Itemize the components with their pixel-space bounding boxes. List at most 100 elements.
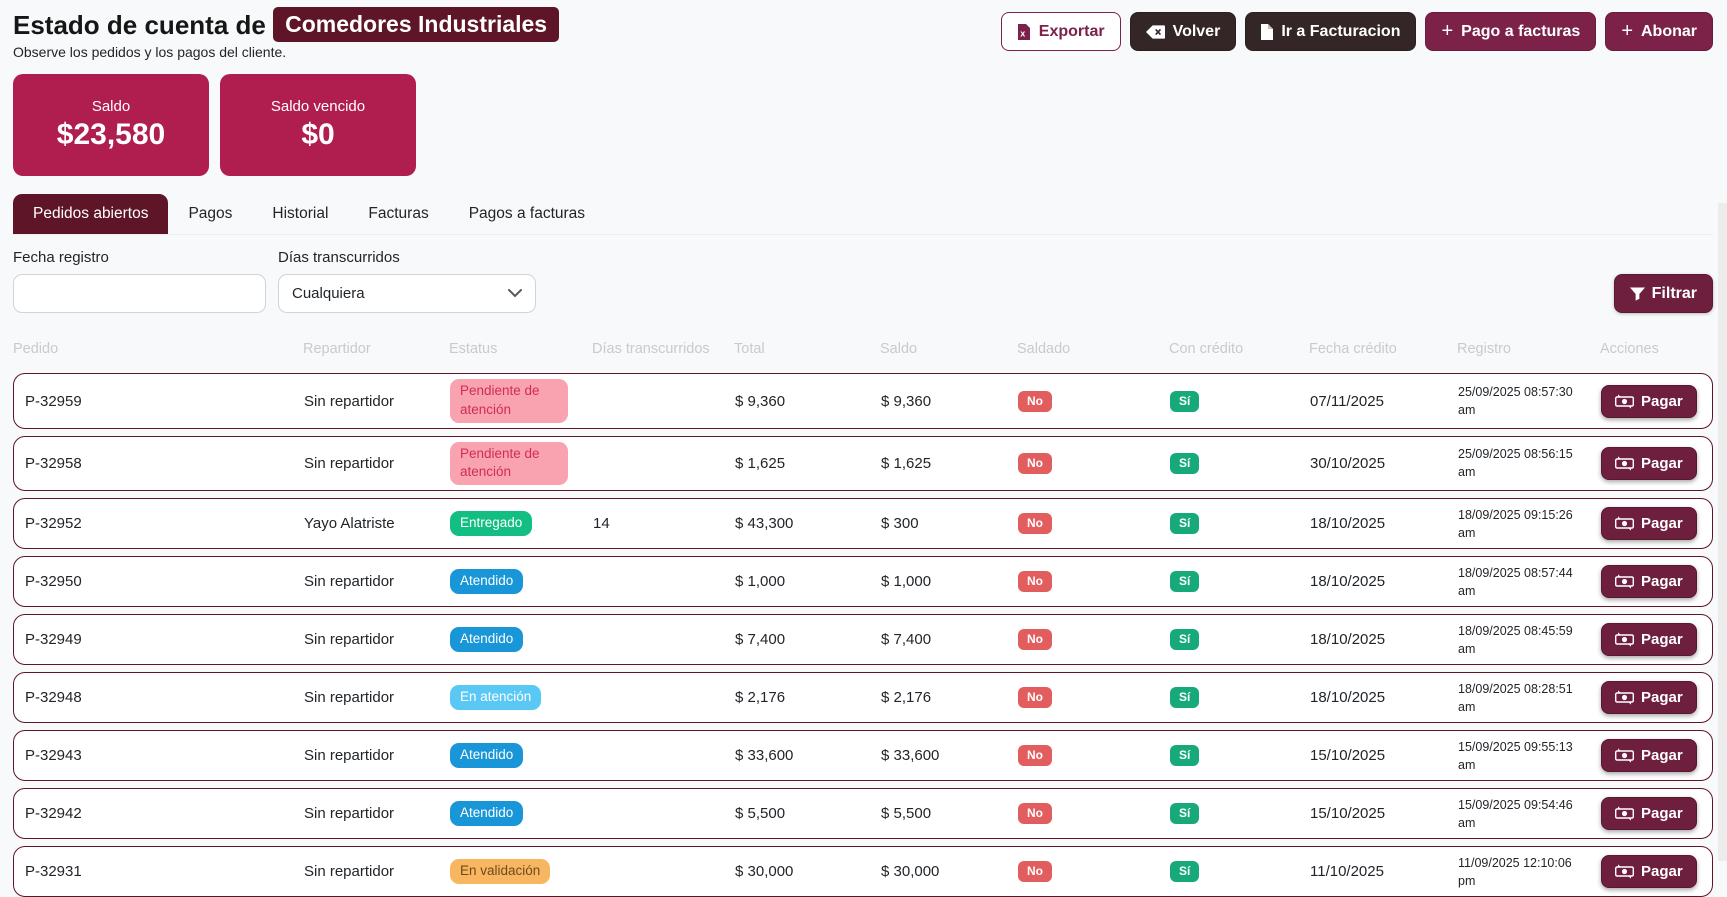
tab-pagos[interactable]: Pagos bbox=[188, 205, 233, 222]
total-cell: $ 7,400 bbox=[735, 631, 786, 649]
pedido-cell: P-32943 bbox=[25, 747, 82, 765]
column-header-repartidor: Repartidor bbox=[303, 341, 371, 357]
pagar-button[interactable]: Pagar bbox=[1601, 507, 1697, 541]
status-badge: Atendido bbox=[450, 801, 524, 827]
cash-icon bbox=[1615, 864, 1634, 879]
fecha-credito-cell: 18/10/2025 bbox=[1310, 573, 1386, 591]
pagar-button[interactable]: Pagar bbox=[1601, 623, 1697, 657]
pagar-label: Pagar bbox=[1641, 454, 1683, 472]
table-row: P-32958 Sin repartidor Pendiente de aten… bbox=[13, 435, 1713, 492]
repartidor-cell: Sin repartidor bbox=[304, 805, 395, 823]
column-header-saldado: Saldado bbox=[1017, 341, 1071, 357]
saldado-cell: No bbox=[1018, 571, 1170, 593]
column-header-dias-transcurridos: Días transcurridos bbox=[592, 341, 710, 357]
estatus-cell: En atención bbox=[450, 685, 593, 711]
header-actions: x Exportar Volver Ir a Facturacion + Pag… bbox=[1000, 10, 1713, 51]
title-area: Estado de cuenta de Comedores Industrial… bbox=[13, 7, 560, 60]
abonar-button[interactable]: + Abonar bbox=[1605, 12, 1713, 51]
pagar-label: Pagar bbox=[1641, 863, 1683, 881]
pagar-button[interactable]: Pagar bbox=[1601, 739, 1697, 773]
saldo-cell: $ 7,400 bbox=[881, 631, 932, 649]
filtrar-label: Filtrar bbox=[1651, 284, 1697, 302]
exportar-button[interactable]: x Exportar bbox=[1000, 12, 1121, 51]
status-badge: En validación bbox=[450, 859, 551, 885]
pedido-cell: P-32958 bbox=[25, 454, 82, 472]
pagar-button[interactable]: Pagar bbox=[1601, 797, 1697, 831]
pagar-button[interactable]: Pagar bbox=[1601, 384, 1697, 418]
estatus-cell: Atendido bbox=[450, 627, 593, 653]
table-row: P-32931 Sin repartidor En validación $ 3… bbox=[13, 846, 1713, 897]
tab-historial[interactable]: Historial bbox=[272, 205, 329, 222]
fecha-registro-input[interactable] bbox=[13, 274, 266, 313]
total-cell: $ 43,300 bbox=[735, 515, 794, 533]
column-header-saldo: Saldo bbox=[880, 341, 918, 357]
saldo-cell: $ 33,600 bbox=[881, 747, 940, 765]
pagar-label: Pagar bbox=[1641, 573, 1683, 591]
repartidor-cell: Sin repartidor bbox=[304, 689, 395, 707]
cash-icon bbox=[1615, 456, 1634, 471]
repartidor-cell: Sin repartidor bbox=[304, 392, 395, 410]
saldo-cell: $ 1,000 bbox=[881, 573, 932, 591]
page-title: Estado de cuenta de Comedores Industrial… bbox=[13, 7, 560, 42]
saldado-badge: No bbox=[1018, 861, 1052, 883]
dias-transcurridos-label: Días transcurridos bbox=[278, 249, 400, 266]
saldado-cell: No bbox=[1018, 513, 1170, 535]
summary-cards: Saldo $23,580 Saldo vencido $0 bbox=[13, 74, 1713, 176]
credito-badge: Sí bbox=[1170, 745, 1200, 767]
pagar-button[interactable]: Pagar bbox=[1601, 565, 1697, 599]
repartidor-cell: Sin repartidor bbox=[304, 747, 395, 765]
pedido-cell: P-32948 bbox=[25, 689, 82, 707]
registro-cell: 25/09/2025 08:56:15 am bbox=[1458, 447, 1573, 480]
tab-pagos-a-facturas[interactable]: Pagos a facturas bbox=[468, 205, 586, 222]
filter-bar: Fecha registro Días transcurridos Cualqu… bbox=[13, 249, 1713, 313]
saldo-vencido-card: Saldo vencido $0 bbox=[220, 74, 416, 176]
column-header-acciones: Acciones bbox=[1600, 341, 1659, 357]
estatus-cell: Atendido bbox=[450, 569, 593, 595]
vertical-scrollbar[interactable] bbox=[1718, 203, 1727, 861]
saldado-badge: No bbox=[1018, 513, 1052, 535]
tab-pedidos-abiertos[interactable]: Pedidos abiertos bbox=[13, 194, 169, 234]
saldado-cell: No bbox=[1018, 803, 1170, 825]
pedido-cell: P-32949 bbox=[25, 631, 82, 649]
pagar-button[interactable]: Pagar bbox=[1601, 446, 1697, 480]
saldo-vencido-card-value: $0 bbox=[301, 118, 335, 151]
cash-icon bbox=[1615, 806, 1634, 821]
pagar-button[interactable]: Pagar bbox=[1601, 681, 1697, 715]
saldo-cell: $ 1,625 bbox=[881, 454, 932, 472]
estatus-cell: Atendido bbox=[450, 743, 593, 769]
page-subtitle: Observe los pedidos y los pagos del clie… bbox=[13, 44, 287, 60]
table-row: P-32948 Sin repartidor En atención $ 2,1… bbox=[13, 672, 1713, 724]
registro-cell: 18/09/2025 08:28:51 am bbox=[1458, 681, 1573, 714]
pagar-label: Pagar bbox=[1641, 689, 1683, 707]
saldado-badge: No bbox=[1018, 571, 1052, 593]
cash-icon bbox=[1615, 516, 1634, 531]
pagar-button[interactable]: Pagar bbox=[1601, 855, 1697, 889]
estatus-cell: Atendido bbox=[450, 801, 593, 827]
con-credito-cell: Sí bbox=[1170, 513, 1310, 535]
volver-button[interactable]: Volver bbox=[1129, 12, 1237, 51]
abonar-label: Abonar bbox=[1641, 22, 1697, 40]
saldo-cell: $ 300 bbox=[881, 515, 919, 533]
saldo-card-label: Saldo bbox=[91, 98, 131, 115]
dias-transcurridos-cell: 14 bbox=[593, 515, 610, 533]
registro-cell: 18/09/2025 09:15:26 am bbox=[1458, 507, 1573, 540]
ir-a-facturacion-button[interactable]: Ir a Facturacion bbox=[1245, 12, 1417, 51]
pago-a-facturas-button[interactable]: + Pago a facturas bbox=[1425, 12, 1597, 51]
status-badge: Entregado bbox=[450, 511, 533, 537]
dias-transcurridos-select[interactable]: Cualquiera bbox=[278, 274, 536, 313]
fecha-credito-cell: 15/10/2025 bbox=[1310, 805, 1386, 823]
pagar-label: Pagar bbox=[1641, 392, 1683, 410]
acciones-cell: Pagar bbox=[1601, 855, 1712, 889]
saldado-badge: No bbox=[1018, 390, 1052, 412]
tab-facturas[interactable]: Facturas bbox=[368, 205, 429, 222]
filtrar-button[interactable]: Filtrar bbox=[1613, 274, 1713, 313]
con-credito-cell: Sí bbox=[1170, 861, 1310, 883]
saldado-cell: No bbox=[1018, 452, 1170, 474]
total-cell: $ 33,600 bbox=[735, 747, 794, 765]
total-cell: $ 9,360 bbox=[735, 392, 786, 410]
table-header: Pedido Repartidor Estatus Días transcurr… bbox=[13, 339, 1713, 373]
plus-icon: + bbox=[1621, 19, 1633, 42]
document-icon bbox=[1261, 23, 1274, 40]
saldo-vencido-card-label: Saldo vencido bbox=[270, 98, 366, 115]
